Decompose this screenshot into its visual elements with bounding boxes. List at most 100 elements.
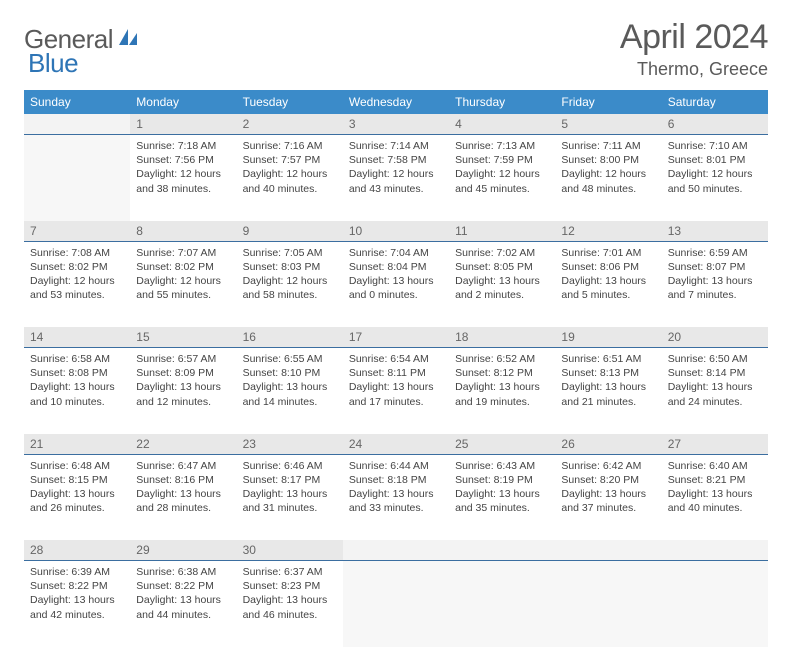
day-content-cell: Sunrise: 6:48 AMSunset: 8:15 PMDaylight:… [24, 454, 130, 540]
sunrise-text: Sunrise: 7:07 AM [136, 246, 230, 260]
day-content-cell: Sunrise: 6:39 AMSunset: 8:22 PMDaylight:… [24, 561, 130, 647]
daylight-text-2: and 35 minutes. [455, 501, 549, 515]
sunset-text: Sunset: 8:06 PM [561, 260, 655, 274]
sunrise-text: Sunrise: 6:40 AM [668, 459, 762, 473]
day-number-cell: 14 [24, 327, 130, 348]
daylight-text-2: and 5 minutes. [561, 288, 655, 302]
sunset-text: Sunset: 8:05 PM [455, 260, 549, 274]
sunset-text: Sunset: 8:17 PM [243, 473, 337, 487]
daylight-text-2: and 28 minutes. [136, 501, 230, 515]
daylight-text-1: Daylight: 13 hours [455, 274, 549, 288]
day-number-cell [555, 540, 661, 561]
daylight-text-1: Daylight: 13 hours [561, 487, 655, 501]
day-number-cell: 16 [237, 327, 343, 348]
daylight-text-2: and 40 minutes. [243, 182, 337, 196]
sunrise-text: Sunrise: 6:59 AM [668, 246, 762, 260]
daylight-text-2: and 19 minutes. [455, 395, 549, 409]
sunrise-text: Sunrise: 6:55 AM [243, 352, 337, 366]
daylight-text-1: Daylight: 13 hours [561, 380, 655, 394]
daylight-text-1: Daylight: 13 hours [243, 593, 337, 607]
day-content-row: Sunrise: 6:39 AMSunset: 8:22 PMDaylight:… [24, 561, 768, 647]
day-content-cell: Sunrise: 7:07 AMSunset: 8:02 PMDaylight:… [130, 241, 236, 327]
day-content-cell: Sunrise: 6:52 AMSunset: 8:12 PMDaylight:… [449, 348, 555, 434]
daylight-text-1: Daylight: 13 hours [136, 380, 230, 394]
day-number-cell: 29 [130, 540, 236, 561]
sunset-text: Sunset: 8:11 PM [349, 366, 443, 380]
daylight-text-1: Daylight: 13 hours [30, 593, 124, 607]
day-number-cell: 23 [237, 434, 343, 455]
day-number-cell: 24 [343, 434, 449, 455]
weekday-header: Monday [130, 90, 236, 114]
daylight-text-1: Daylight: 13 hours [455, 487, 549, 501]
day-number-cell: 12 [555, 221, 661, 242]
day-content-row: Sunrise: 6:48 AMSunset: 8:15 PMDaylight:… [24, 454, 768, 540]
sunrise-text: Sunrise: 6:58 AM [30, 352, 124, 366]
logo-text-2: Blue [28, 48, 78, 78]
day-number-cell [449, 540, 555, 561]
day-content-cell: Sunrise: 6:38 AMSunset: 8:22 PMDaylight:… [130, 561, 236, 647]
daylight-text-2: and 45 minutes. [455, 182, 549, 196]
day-content-cell: Sunrise: 7:01 AMSunset: 8:06 PMDaylight:… [555, 241, 661, 327]
daylight-text-1: Daylight: 12 hours [243, 167, 337, 181]
day-number-cell: 28 [24, 540, 130, 561]
sunset-text: Sunset: 7:59 PM [455, 153, 549, 167]
weekday-header: Thursday [449, 90, 555, 114]
day-number-cell: 27 [662, 434, 768, 455]
sunset-text: Sunset: 8:19 PM [455, 473, 549, 487]
daylight-text-2: and 38 minutes. [136, 182, 230, 196]
day-content-cell [343, 561, 449, 647]
daylight-text-1: Daylight: 13 hours [243, 487, 337, 501]
day-content-cell [24, 135, 130, 221]
sunrise-text: Sunrise: 7:10 AM [668, 139, 762, 153]
day-number-cell: 2 [237, 114, 343, 135]
day-content-cell: Sunrise: 7:16 AMSunset: 7:57 PMDaylight:… [237, 135, 343, 221]
page-header: General April 2024 Thermo, Greece [24, 18, 768, 80]
daylight-text-1: Daylight: 12 hours [136, 167, 230, 181]
daylight-text-2: and 48 minutes. [561, 182, 655, 196]
day-content-cell: Sunrise: 6:51 AMSunset: 8:13 PMDaylight:… [555, 348, 661, 434]
day-content-cell [662, 561, 768, 647]
day-number-row: 21222324252627 [24, 434, 768, 455]
sunset-text: Sunset: 8:18 PM [349, 473, 443, 487]
day-number-cell: 19 [555, 327, 661, 348]
daylight-text-2: and 46 minutes. [243, 608, 337, 622]
day-number-cell: 21 [24, 434, 130, 455]
day-number-cell: 18 [449, 327, 555, 348]
sunset-text: Sunset: 8:03 PM [243, 260, 337, 274]
day-content-cell: Sunrise: 7:14 AMSunset: 7:58 PMDaylight:… [343, 135, 449, 221]
sunset-text: Sunset: 8:10 PM [243, 366, 337, 380]
day-number-cell: 22 [130, 434, 236, 455]
day-number-cell: 30 [237, 540, 343, 561]
day-number-cell [662, 540, 768, 561]
day-content-cell: Sunrise: 7:04 AMSunset: 8:04 PMDaylight:… [343, 241, 449, 327]
day-content-cell [449, 561, 555, 647]
day-content-row: Sunrise: 7:08 AMSunset: 8:02 PMDaylight:… [24, 241, 768, 327]
sunrise-text: Sunrise: 6:42 AM [561, 459, 655, 473]
daylight-text-1: Daylight: 12 hours [136, 274, 230, 288]
weekday-header: Wednesday [343, 90, 449, 114]
location-label: Thermo, Greece [620, 59, 768, 80]
daylight-text-2: and 37 minutes. [561, 501, 655, 515]
daylight-text-2: and 21 minutes. [561, 395, 655, 409]
sunset-text: Sunset: 8:02 PM [136, 260, 230, 274]
sunrise-text: Sunrise: 6:38 AM [136, 565, 230, 579]
daylight-text-2: and 40 minutes. [668, 501, 762, 515]
weekday-header: Tuesday [237, 90, 343, 114]
daylight-text-1: Daylight: 12 hours [561, 167, 655, 181]
day-content-cell: Sunrise: 6:59 AMSunset: 8:07 PMDaylight:… [662, 241, 768, 327]
day-content-cell: Sunrise: 7:08 AMSunset: 8:02 PMDaylight:… [24, 241, 130, 327]
daylight-text-1: Daylight: 13 hours [349, 380, 443, 394]
sunrise-text: Sunrise: 7:16 AM [243, 139, 337, 153]
daylight-text-2: and 55 minutes. [136, 288, 230, 302]
day-number-cell: 10 [343, 221, 449, 242]
sunrise-text: Sunrise: 6:37 AM [243, 565, 337, 579]
day-number-cell: 1 [130, 114, 236, 135]
sunrise-text: Sunrise: 7:01 AM [561, 246, 655, 260]
daylight-text-1: Daylight: 13 hours [455, 380, 549, 394]
sunset-text: Sunset: 8:14 PM [668, 366, 762, 380]
sunrise-text: Sunrise: 6:48 AM [30, 459, 124, 473]
month-title: April 2024 [620, 18, 768, 57]
daylight-text-2: and 0 minutes. [349, 288, 443, 302]
daylight-text-1: Daylight: 13 hours [561, 274, 655, 288]
day-number-cell: 26 [555, 434, 661, 455]
